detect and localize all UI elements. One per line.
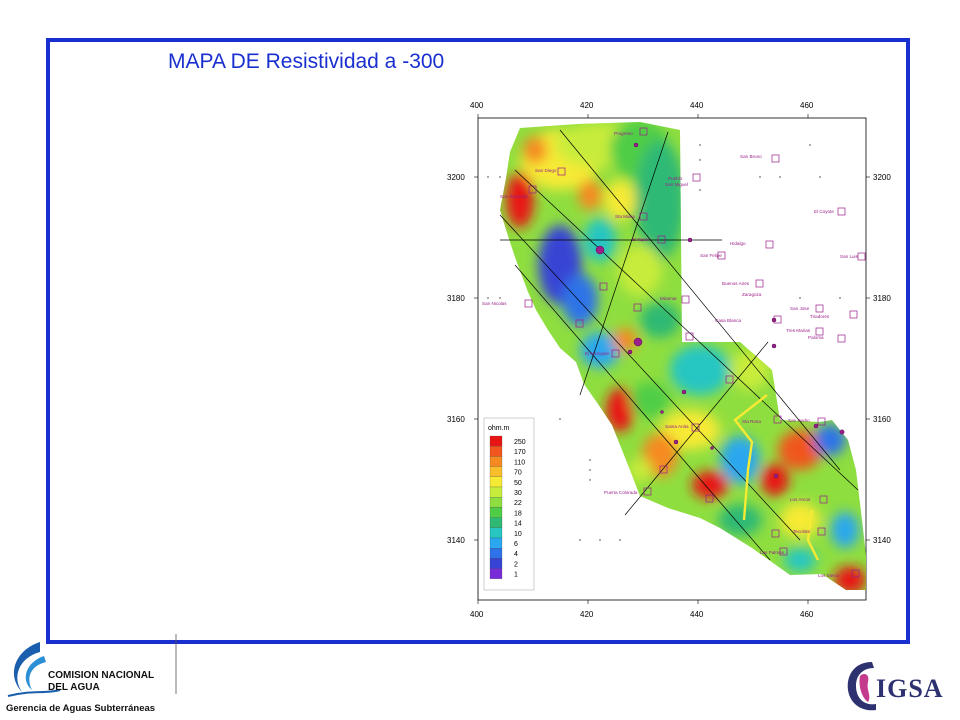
globe-icon: [859, 674, 870, 702]
site-label: Tres Marias: [786, 328, 811, 333]
legend-value: 2: [514, 561, 518, 568]
y-tick-right: 3160: [873, 415, 891, 424]
legend-swatch: [489, 568, 503, 579]
legend-swatch: [489, 446, 503, 457]
site-label: El Tapon: [632, 237, 650, 242]
igsa-logo: [847, 662, 876, 711]
legend-swatch: [489, 497, 503, 508]
y-tick-right: 3200: [873, 173, 891, 182]
site-markers: [524, 127, 866, 578]
site-labels: Progreso San Diego San Rosendo San Bruno…: [482, 131, 859, 578]
color-legend: ohm.m 250 170 110 70 50 30 22 18 14 10 6 4 2 1: [483, 417, 535, 591]
site-label: Miramar: [660, 296, 677, 301]
site-label: Los Sierra: [818, 573, 839, 578]
legend-value: 6: [514, 541, 518, 548]
conagua-logo: [7, 634, 177, 697]
legend-swatch: [489, 537, 503, 549]
x-tick-bottom: 400: [470, 610, 484, 619]
site-label: Tecolote: [793, 529, 811, 534]
y-tick-left: 3200: [447, 173, 465, 182]
site-label: San Rosendo: [500, 194, 528, 199]
site-label: San Pedro: [788, 418, 810, 423]
site-label: San Bruno: [740, 154, 762, 159]
legend-value: 70: [514, 470, 522, 477]
site-label: Paloma: [808, 335, 824, 340]
site-label: Las Palmas: [760, 550, 785, 555]
legend-swatch: [489, 435, 503, 447]
site-label: Casa Blanca: [715, 318, 741, 323]
site-label: Zaragoza: [742, 292, 762, 297]
y-tick-left: 3180: [447, 294, 465, 303]
site-label: Los Arcos: [790, 497, 811, 502]
legend-value: 50: [514, 480, 522, 487]
site-label: Hidalgo: [730, 241, 746, 246]
site-label: Santa Anita: [665, 424, 689, 429]
y-axis: 3200 3180 3160 3140 3200 3180 3160 3140: [447, 173, 891, 545]
legend-swatch: [489, 456, 503, 467]
conagua-subtitle: Gerencia de Aguas Subterráneas: [6, 703, 156, 714]
legend-value: 18: [514, 510, 522, 517]
site-label: San Nicolas: [482, 301, 507, 306]
site-label: Buenos Aires: [722, 281, 750, 286]
slide-title: MAPA DE Resistividad a -300: [168, 50, 445, 73]
site-label: El Mezquite: [585, 351, 609, 356]
x-tick-bottom: 440: [690, 610, 704, 619]
site-label: San Jose: [790, 306, 810, 311]
igsa-wordmark: IGSA: [876, 674, 944, 703]
x-tick-top: 400: [470, 101, 484, 110]
site-label: Sta Rosa: [742, 419, 761, 424]
site-label: San Miguel: [665, 182, 688, 187]
site-label: Tiradores: [810, 314, 830, 319]
legend-swatch: [489, 517, 503, 528]
y-tick-left: 3160: [447, 415, 465, 424]
site-label: Progreso: [614, 131, 633, 136]
y-tick-left: 3140: [447, 536, 465, 545]
x-axis: 400 420 440 460 400 420 440 460: [470, 101, 814, 619]
conagua-name-line1: COMISION NACIONAL: [48, 670, 155, 681]
well-points: [595, 142, 845, 479]
x-tick-top: 460: [800, 101, 814, 110]
legend-value: 250: [514, 439, 526, 446]
legend-value: 30: [514, 490, 522, 497]
site-label: San Diego: [535, 168, 557, 173]
y-tick-right: 3140: [873, 536, 891, 545]
x-tick-top: 420: [580, 101, 594, 110]
site-label: San Felipe: [700, 253, 722, 258]
drop-icon: [13, 642, 40, 692]
legend-value: 110: [514, 459, 525, 466]
site-label: Pueblo: [668, 176, 683, 181]
site-label: El Coyote: [814, 209, 834, 214]
x-tick-bottom: 460: [800, 610, 814, 619]
legend-swatch: [489, 548, 503, 559]
axis-tickmarks: [474, 114, 870, 604]
conagua-name-line2: DEL AGUA: [48, 682, 100, 693]
legend-value: 4: [514, 551, 518, 558]
legend-value: 1: [514, 572, 518, 579]
site-label: Sta Maria: [615, 214, 635, 219]
site-label: San Luis: [840, 254, 859, 259]
legend-value: 10: [514, 531, 522, 538]
profile-lines: [499, 129, 859, 561]
legend-swatch: [489, 527, 503, 539]
legend-value: 170: [514, 449, 526, 456]
legend-unit: ohm.m: [488, 425, 510, 432]
grid-dots: [487, 144, 841, 561]
site-label: Puerta Colorada: [604, 490, 638, 495]
legend-swatch: [489, 558, 503, 569]
y-tick-right: 3180: [873, 294, 891, 303]
legend-value: 22: [514, 500, 522, 507]
fault-traces: [733, 394, 820, 561]
legend-swatch: [489, 507, 503, 518]
x-tick-top: 440: [690, 101, 704, 110]
legend-value: 14: [514, 521, 522, 528]
legend-swatch: [489, 476, 503, 488]
x-tick-bottom: 420: [580, 610, 594, 619]
legend-swatch: [489, 486, 503, 498]
legend-swatch: [489, 466, 503, 477]
